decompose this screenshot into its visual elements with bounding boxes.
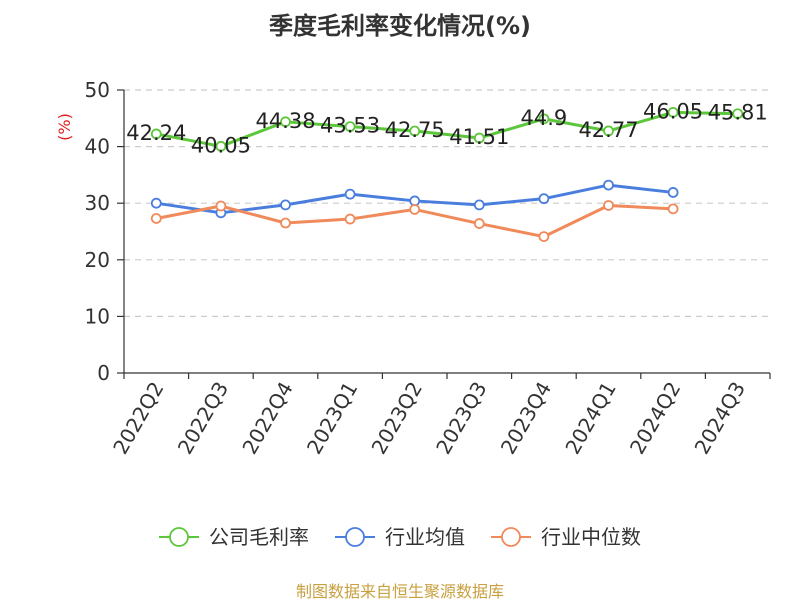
data-point	[344, 121, 356, 133]
legend-label: 公司毛利率	[209, 525, 309, 549]
y-tick-label: 40	[85, 135, 110, 159]
data-point	[150, 213, 162, 224]
x-tick-label: 2023Q2	[367, 378, 427, 459]
data-label: 46.05	[643, 99, 703, 123]
data-point	[344, 213, 356, 225]
source-note: 制图数据来自恒生聚源数据库	[295, 582, 504, 601]
legend-marker	[169, 527, 189, 547]
legend-marker	[345, 527, 365, 547]
x-tick-label: 2022Q3	[173, 378, 233, 459]
x-tick-label: 2024Q3	[690, 378, 750, 459]
y-tick-label: 50	[85, 78, 110, 102]
data-point	[280, 217, 291, 229]
data-label: 43.53	[320, 114, 380, 138]
data-point	[150, 197, 162, 209]
x-tick-label: 2024Q1	[560, 378, 620, 459]
data-label: 42.77	[578, 118, 638, 142]
legend-item: 行业中位数	[491, 525, 641, 549]
data-point	[215, 200, 227, 212]
data-point	[280, 199, 291, 211]
y-tick-label: 10	[85, 304, 110, 328]
data-point	[603, 125, 614, 137]
data-point	[473, 218, 485, 229]
data-point	[603, 200, 614, 211]
data-point	[603, 179, 614, 191]
x-tick-label: 2023Q4	[496, 378, 556, 459]
x-tick-label: 2023Q1	[302, 378, 362, 459]
legend: 公司毛利率 行业均值 行业中位数	[159, 525, 641, 549]
data-label: 41.51	[449, 125, 509, 149]
data-point	[732, 108, 744, 120]
legend-marker	[501, 527, 521, 547]
data-point	[538, 113, 550, 125]
data-point	[280, 116, 291, 128]
series-line-1	[156, 110, 738, 148]
data-point	[473, 132, 485, 144]
data-point	[667, 106, 679, 118]
y-tick-label: 20	[85, 248, 110, 272]
legend-label: 行业均值	[385, 525, 465, 549]
legend-item: 行业均值	[335, 525, 465, 549]
data-point	[538, 231, 550, 242]
legend-label: 行业中位数	[541, 525, 641, 549]
data-label: 45.81	[708, 101, 768, 125]
data-point	[215, 140, 227, 152]
x-tick-label: 2022Q2	[108, 378, 168, 459]
series-lines	[150, 106, 744, 242]
y-tick-label: 0	[97, 361, 110, 385]
data-label: 40.05	[191, 133, 251, 157]
data-point	[538, 193, 550, 205]
y-tick-label: 30	[85, 191, 110, 215]
data-label: 44.38	[255, 109, 315, 133]
data-point	[409, 204, 421, 215]
y-axis-title: (%)	[55, 113, 74, 141]
data-point	[344, 188, 356, 200]
legend-item: 公司毛利率	[159, 525, 309, 549]
data-point	[409, 125, 421, 137]
data-label: 42.24	[126, 121, 186, 145]
data-label: 44.9	[521, 106, 568, 130]
x-tick-label: 2024Q2	[625, 378, 685, 459]
data-point	[667, 203, 679, 215]
data-point	[150, 128, 162, 140]
x-tick-label: 2023Q3	[431, 378, 491, 459]
x-tick-label: 2022Q4	[237, 378, 297, 459]
data-point	[473, 199, 485, 211]
data-point	[667, 187, 679, 198]
data-label: 42.75	[385, 118, 445, 142]
chart-title: 季度毛利率变化情况(%)	[269, 12, 531, 40]
